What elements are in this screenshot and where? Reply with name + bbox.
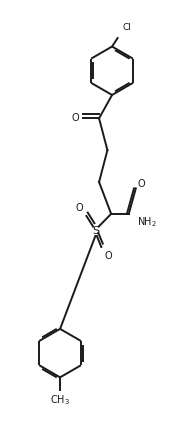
Text: Cl: Cl (122, 23, 131, 32)
Text: S: S (92, 226, 99, 236)
Text: NH$_2$: NH$_2$ (137, 216, 157, 229)
Text: O: O (104, 251, 112, 261)
Text: CH$_3$: CH$_3$ (50, 394, 70, 407)
Text: O: O (71, 113, 79, 124)
Text: O: O (137, 179, 145, 189)
Text: O: O (75, 203, 83, 213)
